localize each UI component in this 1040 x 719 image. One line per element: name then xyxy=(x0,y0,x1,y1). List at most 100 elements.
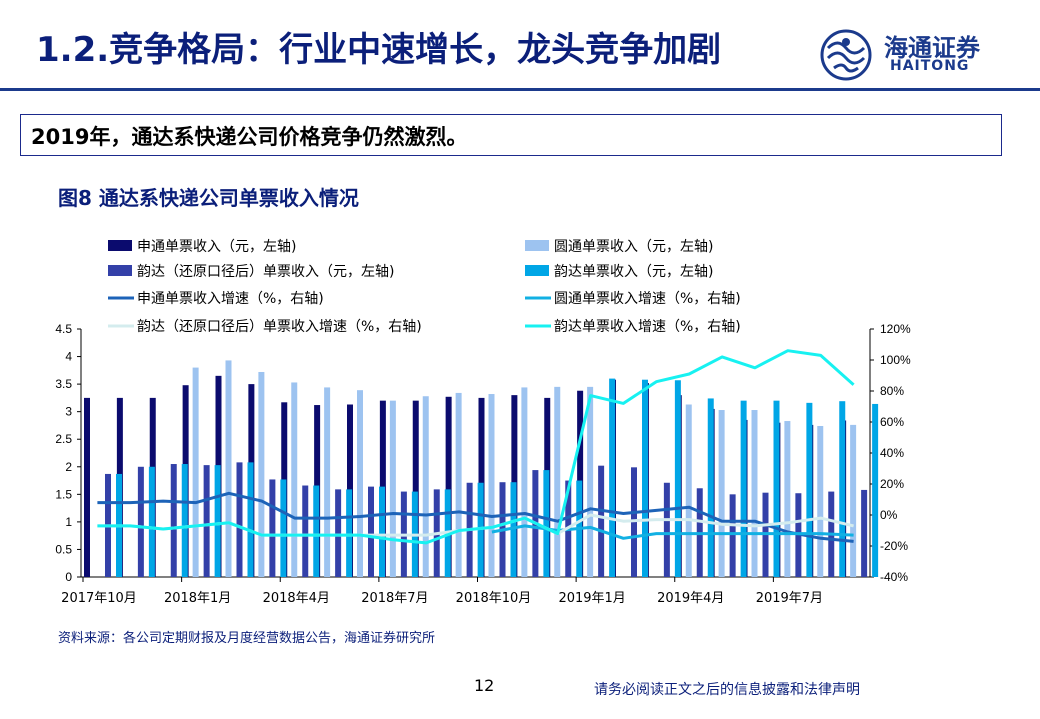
bar-3 xyxy=(729,494,736,577)
x-tick-label: 2018年4月 xyxy=(263,591,330,606)
bar-3 xyxy=(598,465,605,577)
y-left-tick-label: 3 xyxy=(65,405,72,419)
bar-2 xyxy=(455,392,462,577)
bar-4 xyxy=(674,380,681,577)
bar-1 xyxy=(445,396,452,577)
bar-4 xyxy=(346,489,353,577)
bar-3 xyxy=(236,462,243,577)
x-tick-label: 2018年1月 xyxy=(164,591,231,606)
bar-4 xyxy=(609,378,616,577)
y-right-tick-label: 20% xyxy=(880,477,904,491)
y-left-tick-label: 4 xyxy=(65,350,72,364)
bar-4 xyxy=(707,398,714,577)
line-series-1 xyxy=(97,491,854,543)
bar-3 xyxy=(335,489,342,577)
bar-2 xyxy=(324,387,331,577)
x-tick-label: 2017年10月 xyxy=(61,591,137,606)
legend-label: 韵达单票收入增速（%，右轴) xyxy=(554,319,741,335)
bar-3 xyxy=(203,465,210,577)
y-left-tick-label: 0 xyxy=(65,570,72,584)
y-right-tick-label: -40% xyxy=(880,570,908,584)
legend-label: 韵达单票收入（元，左轴) xyxy=(554,264,713,280)
y-left-tick-label: 2.5 xyxy=(55,432,72,446)
bar-2 xyxy=(685,404,692,577)
bar-2 xyxy=(258,371,265,577)
legend-swatch xyxy=(525,265,549,276)
bar-4 xyxy=(313,485,320,577)
summary-box: 2019年，通达系快递公司价格竞争仍然激烈。 xyxy=(20,114,1002,156)
bar-2 xyxy=(488,394,495,577)
bar-4 xyxy=(247,462,254,577)
bar-2 xyxy=(422,396,429,577)
bar-2 xyxy=(587,386,594,577)
bar-2 xyxy=(718,410,725,577)
bar-4 xyxy=(773,400,780,577)
bar-3 xyxy=(170,464,177,577)
bar-4 xyxy=(280,479,287,577)
y-right-tick-label: 80% xyxy=(880,384,904,398)
figure-title: 图8 通达系快递公司单票收入情况 xyxy=(58,186,359,210)
bar-4 xyxy=(181,464,188,577)
bar-4 xyxy=(740,400,747,577)
y-left-tick-label: 2 xyxy=(65,460,72,474)
y-left-tick-label: 3.5 xyxy=(55,377,72,391)
bar-4 xyxy=(839,401,846,577)
logo-text-cn: 海通证券 xyxy=(884,33,980,62)
x-tick-label: 2018年7月 xyxy=(361,591,428,606)
bar-3 xyxy=(269,479,276,577)
y-left-tick-label: 1.5 xyxy=(55,487,72,501)
bar-3 xyxy=(302,485,309,577)
bar-3 xyxy=(368,486,374,577)
bar-4 xyxy=(148,466,155,577)
summary-text: 2019年，通达系快递公司价格竞争仍然激烈。 xyxy=(31,125,468,149)
bar-4 xyxy=(214,465,221,577)
page-title: 1.2.竞争格局：行业中速增长，龙头竞争加剧 xyxy=(36,30,722,70)
bar-4 xyxy=(806,402,813,577)
x-tick-label: 2019年4月 xyxy=(657,591,724,606)
x-tick-label: 2019年1月 xyxy=(558,591,625,606)
y-left-tick-label: 1 xyxy=(65,515,72,529)
bar-4 xyxy=(379,486,385,577)
legend-label: 申通单票收入增速（%，右轴) xyxy=(137,291,324,307)
bar-2 xyxy=(817,425,824,577)
bar-3 xyxy=(137,466,144,577)
legend-label: 申通单票收入（元，左轴) xyxy=(137,239,296,255)
bar-2 xyxy=(521,387,528,577)
bar-3 xyxy=(663,482,670,577)
bar-2 xyxy=(192,367,199,577)
bar-1 xyxy=(84,397,90,577)
y-right-tick-label: 0% xyxy=(880,508,898,522)
bar-4 xyxy=(642,379,648,577)
legend-label: 圆通单票收入增速（%，右轴) xyxy=(554,291,741,307)
haitong-emblem-icon xyxy=(820,29,872,81)
y-left-tick-label: 4.5 xyxy=(55,322,72,336)
logo-text-en: HAITONG xyxy=(890,58,970,74)
bar-4 xyxy=(543,470,550,577)
bar-3 xyxy=(861,489,868,577)
y-right-tick-label: 40% xyxy=(880,446,904,460)
x-tick-label: 2018年10月 xyxy=(456,591,532,606)
bar-2 xyxy=(357,390,363,577)
bar-2 xyxy=(751,410,758,577)
y-right-tick-label: -20% xyxy=(880,539,908,553)
bar-2 xyxy=(554,386,561,577)
y-right-tick-label: 100% xyxy=(880,353,911,367)
legend-swatch xyxy=(108,240,132,251)
bar-2 xyxy=(784,421,791,577)
bar-4 xyxy=(872,403,879,577)
legend-swatch xyxy=(525,240,549,251)
y-left-tick-label: 0.5 xyxy=(55,542,72,556)
y-right-tick-label: 60% xyxy=(880,415,904,429)
bar-2 xyxy=(225,360,232,577)
bar-4 xyxy=(510,482,517,577)
haitong-logo: 海通证券 HAITONG xyxy=(818,28,1008,82)
y-right-tick-label: 120% xyxy=(880,322,911,336)
bar-2 xyxy=(291,382,298,577)
header-divider xyxy=(0,88,1040,91)
source-note: 资料来源：各公司定期财报及月度经营数据公告，海通证券研究所 xyxy=(58,631,436,646)
page-number: 12 xyxy=(474,676,495,695)
legend-swatch xyxy=(108,265,132,276)
legend-label: 韵达（还原口径后）单票收入（元，左轴) xyxy=(137,264,394,280)
bar-1 xyxy=(412,400,419,577)
